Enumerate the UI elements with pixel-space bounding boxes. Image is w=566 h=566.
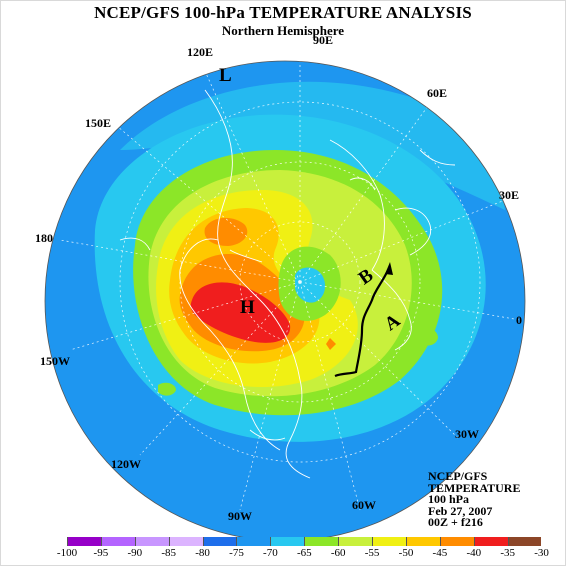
legend-tick-label: -95 — [93, 547, 109, 559]
band-east-patch — [420, 327, 438, 346]
info-block: NCEP/GFS TEMPERATURE 100 hPa Feb 27, 200… — [428, 469, 521, 530]
legend-swatch — [473, 537, 508, 546]
legend-tick-label: -40 — [466, 547, 482, 559]
legend-tick-label: -60 — [330, 547, 346, 559]
legend-swatch — [67, 537, 101, 546]
lon-label-180: 180 — [35, 231, 53, 245]
legend-tick-label: -35 — [500, 547, 516, 559]
info-source: NCEP/GFS — [428, 469, 488, 483]
legend-swatch — [168, 537, 203, 546]
legend-tick-label: -100 — [56, 547, 78, 559]
band-cold-patch-top — [120, 81, 505, 210]
legend-tick-label: -45 — [432, 547, 448, 559]
lon-label-150e: 150E — [85, 116, 112, 130]
lon-label-120e: 120E — [187, 45, 214, 59]
lon-label-0: 0 — [516, 313, 522, 327]
lon-label-60w: 60W — [352, 498, 376, 512]
lon-label-90w: 90W — [228, 509, 252, 523]
legend-swatch — [134, 537, 169, 546]
lon-label-150w: 150W — [40, 354, 70, 368]
coastlines — [119, 89, 456, 479]
legend-tick-label: -80 — [195, 547, 210, 559]
band-vortex-cyan — [295, 267, 326, 303]
legend-tick-label: -85 — [161, 547, 177, 559]
band-small-orange — [326, 338, 336, 350]
lon-label-60e: 60E — [427, 86, 448, 100]
legend-tick-label: -65 — [296, 547, 312, 559]
legend-swatch — [405, 537, 440, 546]
legend-swatch — [100, 537, 135, 546]
info-variable: TEMPERATURE — [428, 480, 521, 495]
marker-low: L — [219, 65, 232, 86]
lon-label-30e: 30E — [499, 188, 520, 202]
info-date: Feb 27, 2007 — [428, 503, 493, 518]
band-small-green-sw — [158, 382, 176, 396]
legend-swatch — [338, 537, 373, 546]
legend-tick-label: -90 — [127, 547, 143, 559]
legend-tick-label: -55 — [364, 547, 380, 559]
legend-swatch — [304, 537, 339, 546]
map-subtitle: Northern Hemisphere — [221, 23, 345, 38]
legend-swatch — [439, 537, 474, 546]
info-forecast: 00Z + f216 — [428, 515, 483, 530]
legend-swatch — [202, 537, 237, 546]
lon-label-90e: 90E — [313, 33, 334, 47]
info-level: 100 hPa — [428, 492, 470, 507]
legend-swatch — [372, 537, 406, 546]
legend-tick-label: -50 — [398, 547, 414, 559]
band-red-core — [190, 282, 291, 343]
legend-tick-label: -70 — [263, 547, 278, 559]
lon-label-120w: 120W — [111, 457, 141, 471]
graticule — [59, 61, 521, 511]
legend-swatch — [270, 537, 305, 546]
color-legend — [67, 537, 542, 546]
legend-tick-label: -75 — [229, 547, 244, 559]
band-warm-spot — [204, 217, 248, 246]
trajectory-arrowhead — [385, 262, 393, 275]
legend-ticks: -100 -95 -90 -85 -80 -75 -70 -65 -60 -55 -50 -45 -40… — [0, 547, 566, 561]
marker-high: H — [240, 297, 255, 318]
legend-tick-label: -30 — [534, 547, 549, 559]
lon-label-30w: 30W — [455, 427, 479, 441]
trajectory-line — [334, 269, 389, 378]
map-title: NCEP/GFS 100-hPa TEMPERATURE ANALYSIS — [94, 3, 472, 22]
legend-swatch — [507, 537, 542, 546]
legend-swatch — [236, 537, 271, 546]
